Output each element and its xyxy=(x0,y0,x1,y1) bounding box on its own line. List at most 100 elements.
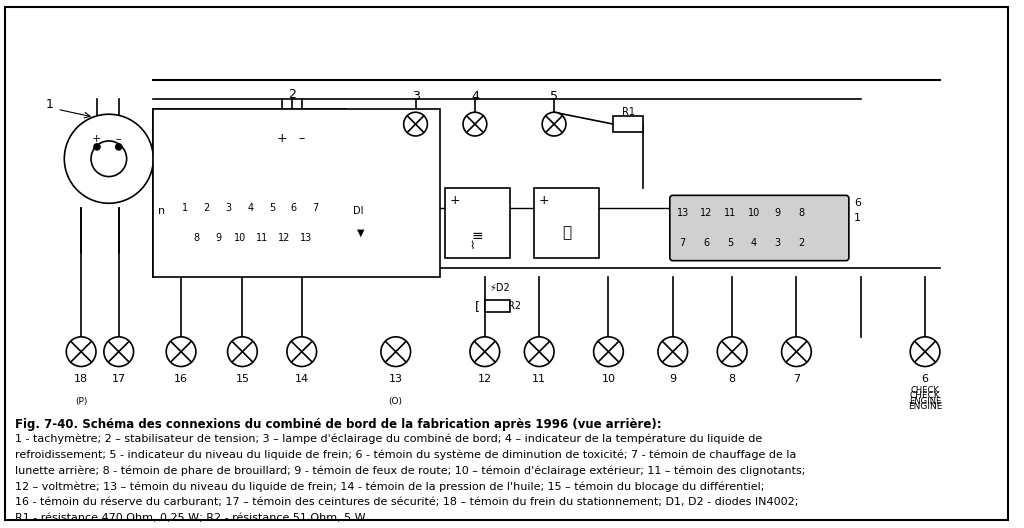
Text: 9: 9 xyxy=(216,233,222,243)
Text: CHECK
ENGINE: CHECK ENGINE xyxy=(908,391,942,411)
Text: 9: 9 xyxy=(774,208,780,218)
Text: R2: R2 xyxy=(508,301,521,311)
Text: 5: 5 xyxy=(727,238,733,248)
Text: 10: 10 xyxy=(601,374,615,384)
Text: R1 - résistance 470 Ohm, 0,25 W; R2 - résistance 51 Ohm, 5 W: R1 - résistance 470 Ohm, 0,25 W; R2 - ré… xyxy=(14,513,366,523)
Circle shape xyxy=(781,337,811,366)
Text: Fig. 7-40. Schéma des connexions du combiné de bord de la fabrication après 1996: Fig. 7-40. Schéma des connexions du comb… xyxy=(14,418,662,431)
Text: 6: 6 xyxy=(703,238,710,248)
Circle shape xyxy=(542,112,566,136)
Circle shape xyxy=(403,112,427,136)
Text: 7: 7 xyxy=(680,238,686,248)
Text: 1 - tachymètre; 2 – stabilisateur de tension; 3 – lampe d'éclairage du combiné d: 1 - tachymètre; 2 – stabilisateur de ten… xyxy=(14,434,762,444)
Bar xyxy=(484,300,510,312)
Text: CHECK
ENGINE: CHECK ENGINE xyxy=(909,386,941,406)
Text: 8: 8 xyxy=(799,208,805,218)
Text: 16 - témoin du réserve du carburant; 17 – témoin des ceintures de sécurité; 18 –: 16 - témoin du réserve du carburant; 17 … xyxy=(14,497,799,507)
Text: 12 – voltmètre; 13 – témoin du niveau du liquide de frein; 14 - témoin de la pre: 12 – voltmètre; 13 – témoin du niveau du… xyxy=(14,482,764,492)
Circle shape xyxy=(381,337,411,366)
Circle shape xyxy=(91,141,127,176)
Text: 8: 8 xyxy=(194,233,200,243)
Text: 18: 18 xyxy=(74,374,88,384)
Text: +: + xyxy=(450,194,461,207)
Text: 1: 1 xyxy=(854,213,861,223)
FancyBboxPatch shape xyxy=(170,191,349,256)
Text: 12: 12 xyxy=(478,374,492,384)
Text: 15: 15 xyxy=(236,374,250,384)
Text: –: – xyxy=(299,133,305,145)
Circle shape xyxy=(227,337,257,366)
Text: 6: 6 xyxy=(854,199,861,208)
Text: 13: 13 xyxy=(300,233,312,243)
Text: ⚡D2: ⚡D2 xyxy=(489,282,510,293)
Bar xyxy=(154,109,440,278)
Text: refroidissement; 5 - indicateur du niveau du liquide de frein; 6 - témoin du sys: refroidissement; 5 - indicateur du nivea… xyxy=(14,450,797,460)
Circle shape xyxy=(94,144,100,150)
Text: 3: 3 xyxy=(774,238,780,248)
Text: 4: 4 xyxy=(247,203,253,213)
Text: 12: 12 xyxy=(700,208,713,218)
Text: 6: 6 xyxy=(291,203,297,213)
Circle shape xyxy=(103,337,133,366)
Circle shape xyxy=(67,337,96,366)
Text: 10: 10 xyxy=(748,208,760,218)
Circle shape xyxy=(594,337,624,366)
Circle shape xyxy=(116,144,122,150)
Text: +: + xyxy=(92,134,101,144)
Circle shape xyxy=(166,337,196,366)
Text: 4: 4 xyxy=(471,90,479,103)
FancyBboxPatch shape xyxy=(670,195,849,261)
Text: R1: R1 xyxy=(622,107,635,117)
Text: n: n xyxy=(158,206,165,216)
Text: 5: 5 xyxy=(269,203,275,213)
Circle shape xyxy=(463,112,486,136)
Circle shape xyxy=(287,337,316,366)
Text: +: + xyxy=(276,133,288,145)
Text: ⛽: ⛽ xyxy=(562,225,571,240)
Text: 11: 11 xyxy=(256,233,268,243)
Text: 8: 8 xyxy=(728,374,735,384)
Circle shape xyxy=(65,114,154,203)
Text: [: [ xyxy=(474,300,479,313)
FancyBboxPatch shape xyxy=(5,7,1009,520)
Text: +: + xyxy=(539,194,550,207)
Text: 2: 2 xyxy=(799,238,805,248)
Text: 17: 17 xyxy=(112,374,126,384)
Text: DI: DI xyxy=(353,206,364,216)
Text: 7: 7 xyxy=(793,374,800,384)
Text: 11: 11 xyxy=(532,374,546,384)
Text: 10: 10 xyxy=(234,233,247,243)
Text: 6: 6 xyxy=(922,374,929,384)
Text: 14: 14 xyxy=(295,374,309,384)
Text: lunette arrière; 8 - témoin de phare de brouillard; 9 - témoin de feux de route;: lunette arrière; 8 - témoin de phare de … xyxy=(14,466,805,476)
Text: (O): (O) xyxy=(389,397,402,406)
Circle shape xyxy=(470,337,500,366)
Circle shape xyxy=(717,337,746,366)
Text: 7: 7 xyxy=(312,203,318,213)
Text: (P): (P) xyxy=(75,397,87,406)
Bar xyxy=(535,188,599,258)
Bar xyxy=(262,146,322,164)
Text: 16: 16 xyxy=(174,374,188,384)
Text: ≡: ≡ xyxy=(472,229,483,243)
Text: 9: 9 xyxy=(670,374,676,384)
Text: 13: 13 xyxy=(389,374,402,384)
Text: 3: 3 xyxy=(412,90,420,103)
Bar xyxy=(445,188,510,258)
Text: 11: 11 xyxy=(724,208,736,218)
Text: –: – xyxy=(116,134,122,144)
Circle shape xyxy=(658,337,687,366)
Circle shape xyxy=(910,337,940,366)
Text: 3: 3 xyxy=(225,203,231,213)
Bar xyxy=(613,116,643,132)
Text: 13: 13 xyxy=(677,208,689,218)
Text: 12: 12 xyxy=(278,233,290,243)
Text: 2: 2 xyxy=(288,88,296,101)
Text: 1: 1 xyxy=(182,203,188,213)
Circle shape xyxy=(524,337,554,366)
Text: ▼: ▼ xyxy=(357,228,365,238)
Bar xyxy=(257,119,327,168)
Text: 1: 1 xyxy=(45,98,53,111)
Text: 2: 2 xyxy=(204,203,210,213)
Text: ⌇: ⌇ xyxy=(470,241,475,251)
